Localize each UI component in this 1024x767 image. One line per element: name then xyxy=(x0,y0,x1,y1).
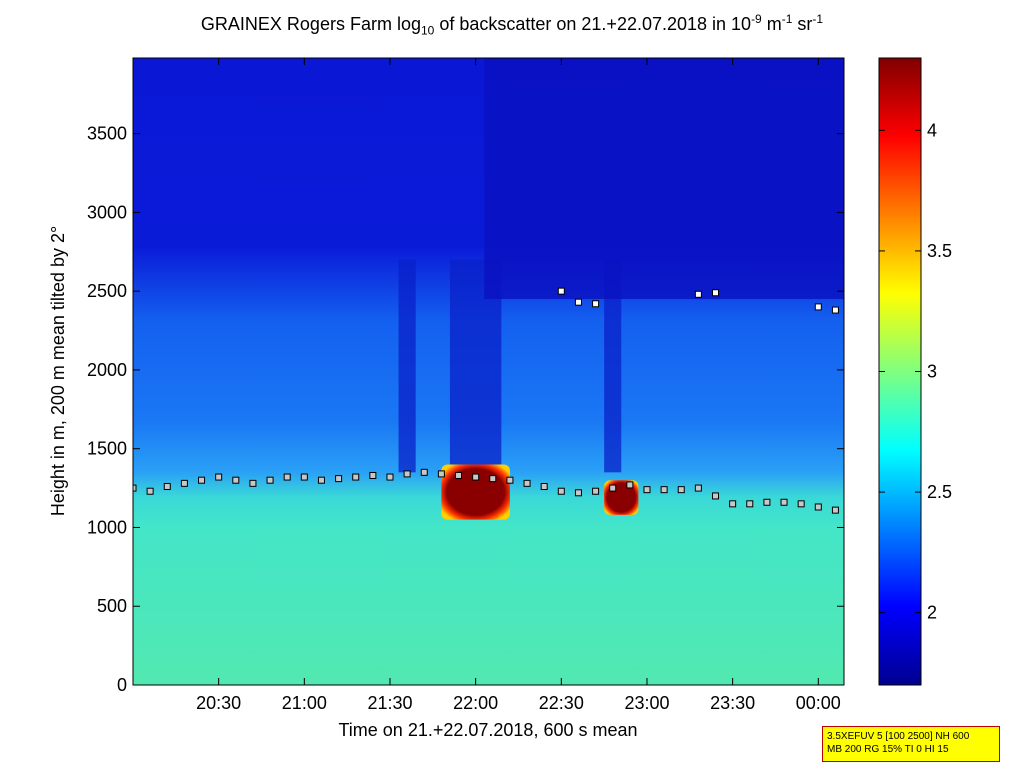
upper-layer-marker xyxy=(831,306,839,314)
info-line-2: MB 200 RG 15% TI 0 HI 15 xyxy=(827,744,949,755)
upper-layer-marker xyxy=(694,290,702,298)
colorbar-tick-label: 4 xyxy=(927,120,937,140)
layer-height-marker xyxy=(300,473,308,481)
y-tick-label: 2000 xyxy=(87,360,127,380)
info-box: 3.5XEFUV 5 [100 2500] NH 600 MB 200 RG 1… xyxy=(822,726,1000,762)
layer-height-marker xyxy=(523,479,531,487)
layer-height-marker xyxy=(609,484,617,492)
layer-height-marker xyxy=(249,479,257,487)
upper-layer-marker xyxy=(574,298,582,306)
x-tick-label: 21:00 xyxy=(282,693,327,713)
y-axis-label: Height in m, 200 m mean tilted by 2° xyxy=(48,226,68,516)
x-tick-label: 00:00 xyxy=(796,693,841,713)
y-tick-label: 3000 xyxy=(87,202,127,222)
colorbar-tick-label: 2 xyxy=(927,603,937,623)
layer-height-marker xyxy=(403,470,411,478)
layer-height-marker xyxy=(146,487,154,495)
y-tick-label: 500 xyxy=(97,596,127,616)
layer-height-marker xyxy=(489,475,497,483)
layer-height-marker xyxy=(557,487,565,495)
colorbar-tick-label: 3 xyxy=(927,362,937,382)
layer-height-marker xyxy=(763,498,771,506)
low-backscatter-column xyxy=(604,259,622,473)
layer-height-marker xyxy=(660,486,668,494)
layer-height-marker xyxy=(472,473,480,481)
layer-height-marker xyxy=(643,486,651,494)
y-tick-label: 2500 xyxy=(87,281,127,301)
upper-layer-marker xyxy=(712,289,720,297)
layer-height-marker xyxy=(133,484,137,492)
y-tick-label: 3500 xyxy=(87,124,127,144)
y-tick-label: 1000 xyxy=(87,517,127,537)
layer-height-marker xyxy=(163,483,171,491)
layer-height-marker xyxy=(369,471,377,479)
heatmap-area xyxy=(133,58,844,685)
layer-height-marker xyxy=(352,473,360,481)
layer-height-marker xyxy=(506,476,514,484)
colorbar xyxy=(878,57,922,686)
layer-height-marker xyxy=(455,471,463,479)
y-axis: 0 500 1000 1500 2000 2500 3000 3500 xyxy=(87,124,844,695)
layer-height-marker xyxy=(831,506,839,514)
layer-height-marker xyxy=(694,484,702,492)
layer-height-marker xyxy=(198,476,206,484)
layer-height-marker xyxy=(283,473,291,481)
x-tick-label: 22:30 xyxy=(539,693,584,713)
layer-height-marker xyxy=(180,479,188,487)
layer-height-marker xyxy=(215,473,223,481)
y-tick-label: 0 xyxy=(117,675,127,695)
layer-height-marker xyxy=(540,483,548,491)
layer-height-marker xyxy=(780,498,788,506)
colorbar-tick-label: 3.5 xyxy=(927,241,952,261)
plot-frame xyxy=(132,57,845,686)
low-backscatter-column xyxy=(398,259,416,473)
free-troposphere-region xyxy=(484,58,844,300)
layer-height-marker xyxy=(712,492,720,500)
y-tick-label: 1500 xyxy=(87,439,127,459)
x-tick-label: 22:00 xyxy=(453,693,498,713)
info-line-1: 3.5XEFUV 5 [100 2500] NH 600 xyxy=(827,731,970,742)
layer-height-marker xyxy=(797,500,805,508)
layer-height-marker xyxy=(626,481,634,489)
upper-layer-marker xyxy=(557,287,565,295)
upper-layer-marker xyxy=(814,303,822,311)
layer-height-marker xyxy=(335,475,343,483)
x-tick-label: 23:00 xyxy=(624,693,669,713)
chart-title: GRAINEX Rogers Farm log10 of backscatter… xyxy=(200,12,824,38)
x-axis: 20:30 21:00 21:30 22:00 22:30 23:00 23:30 00:00 xyxy=(196,58,841,713)
colorbar-ticks: 2 2.5 3 3.5 4 xyxy=(879,120,952,623)
layer-height-marker xyxy=(232,476,240,484)
layer-height-marker xyxy=(420,468,428,476)
layer-height-marker xyxy=(729,500,737,508)
layer-height-marker xyxy=(677,486,685,494)
x-axis-label: Time on 21.+22.07.2018, 600 s mean xyxy=(338,720,637,740)
layer-height-marker xyxy=(746,500,754,508)
layer-height-marker xyxy=(592,487,600,495)
x-tick-label: 20:30 xyxy=(196,693,241,713)
x-tick-label: 23:30 xyxy=(710,693,755,713)
layer-height-marker xyxy=(266,476,274,484)
upper-layer-marker xyxy=(592,300,600,308)
layer-height-marker xyxy=(386,473,394,481)
layer-height-marker xyxy=(317,476,325,484)
layer-height-marker xyxy=(437,470,445,478)
cloud-region xyxy=(441,464,510,520)
layer-height-marker xyxy=(574,489,582,497)
x-tick-label: 21:30 xyxy=(367,693,412,713)
layer-height-marker xyxy=(814,503,822,511)
colorbar-tick-label: 2.5 xyxy=(927,482,952,502)
